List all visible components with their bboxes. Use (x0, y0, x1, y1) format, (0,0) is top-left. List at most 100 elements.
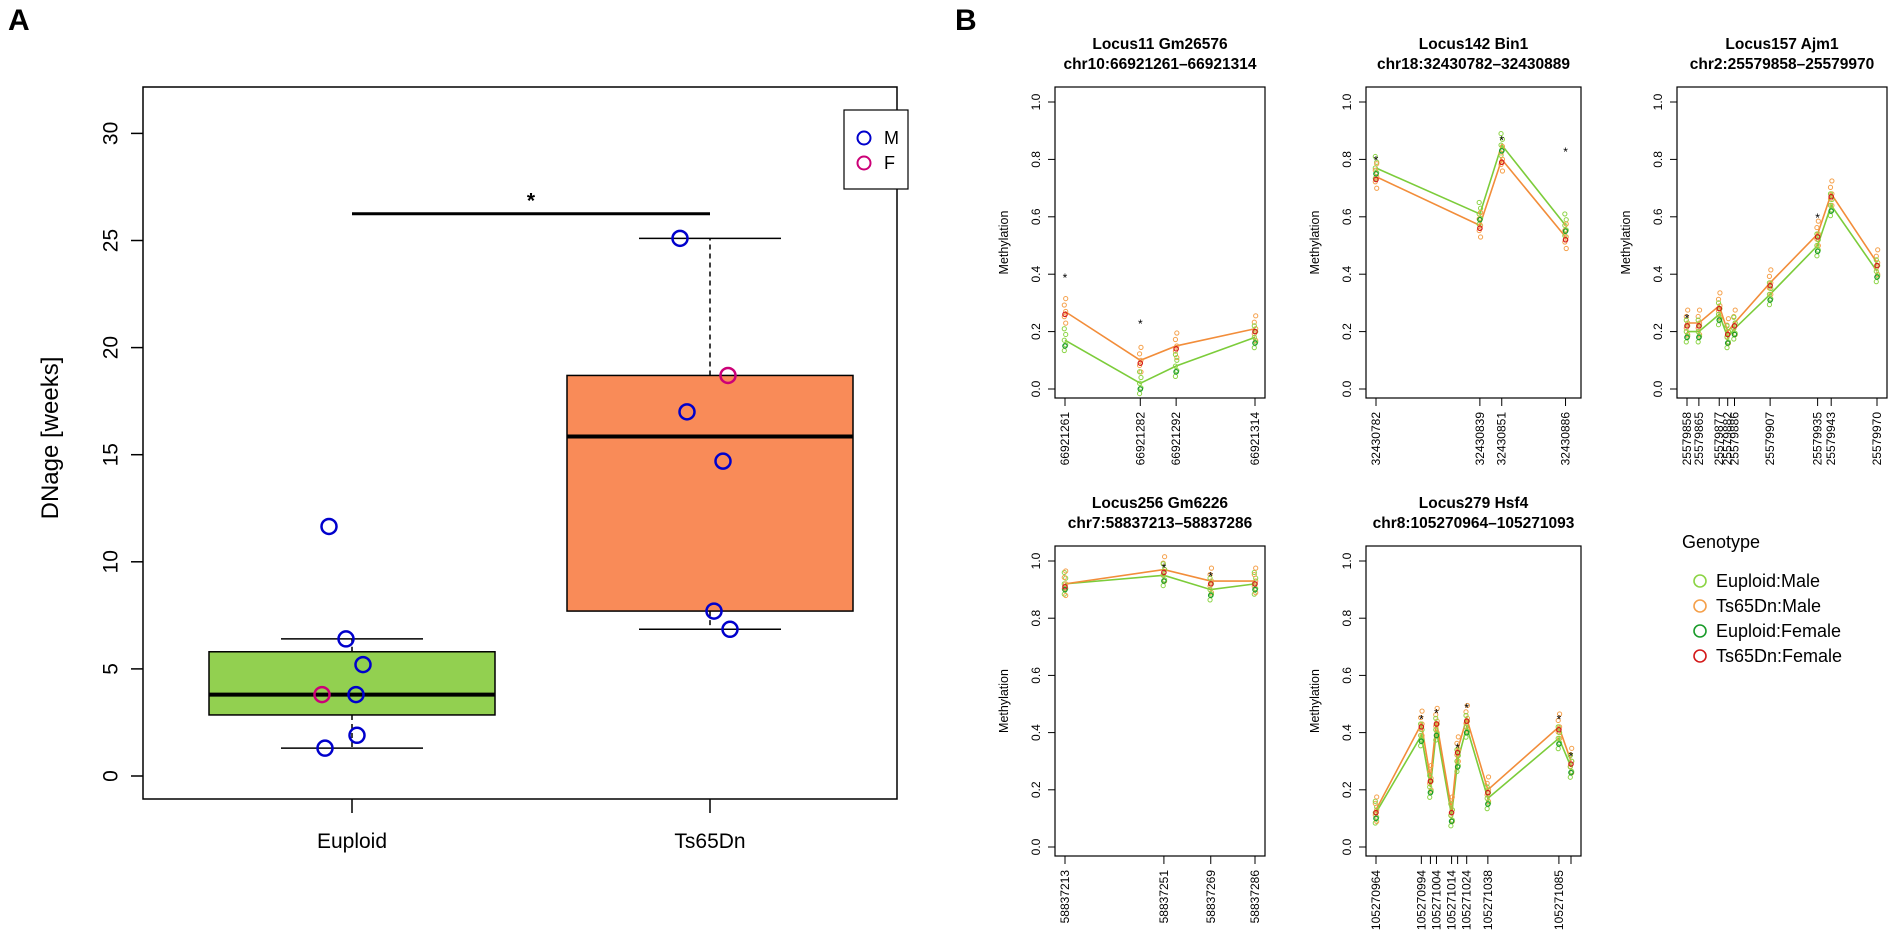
series-line-ts65dn (1375, 157, 1567, 238)
sample-point (1485, 774, 1492, 780)
sample-point (1433, 727, 1439, 733)
sample-point (1454, 758, 1460, 764)
sample-point (1827, 184, 1834, 190)
sample-point (1061, 337, 1067, 343)
methylation-plot-3: Locus157 Ajm1 chr2:25579858–25579970 0.0 0.… (1619, 36, 1888, 466)
x-tick-label: Ts65Dn (674, 830, 745, 853)
sample-point (1418, 721, 1424, 727)
sample-point (1208, 578, 1215, 584)
y-tick-label: 0.0 (1029, 380, 1043, 397)
sample-point (1873, 279, 1879, 285)
x-tick-label: 58837251 (1157, 870, 1171, 924)
y-tick-label: 0.8 (1651, 151, 1665, 168)
legend-entry: Ts65Dn:Female (1716, 646, 1842, 666)
sample-point (1434, 730, 1440, 736)
y-tick-label: 30 (100, 122, 123, 145)
sample-point (1557, 730, 1563, 736)
sample-point (1138, 357, 1144, 363)
sample-point (1063, 581, 1069, 587)
sample-point (1061, 326, 1067, 332)
sample-point (1433, 712, 1439, 718)
sample-point (1174, 354, 1180, 361)
y-tick-label: 0.4 (1340, 724, 1354, 741)
sample-point (1485, 801, 1491, 807)
sample-point (1427, 769, 1433, 775)
sample-point (1172, 373, 1179, 379)
data-point (671, 229, 689, 248)
plot-frame (1676, 86, 1888, 399)
sample-point (1828, 208, 1834, 214)
sample-point (1252, 581, 1258, 587)
sample-point (1569, 745, 1575, 751)
sample-point (1684, 323, 1690, 329)
sample-point (1562, 222, 1568, 229)
sample-point (1724, 340, 1731, 346)
sample-point (1767, 297, 1773, 303)
sample-point (1732, 307, 1738, 313)
sample-point (1252, 586, 1258, 593)
legend-marker (1693, 624, 1707, 638)
sample-point (1427, 772, 1433, 779)
sample-point (1463, 709, 1469, 715)
panel-b-methylation-plots: Locus11 Gm26576 chr10:66921261–66921314 0.… (997, 36, 1888, 930)
sample-point (1815, 218, 1821, 224)
x-tick-label: 66921292 (1169, 412, 1183, 466)
x-tick-label: 25579877 (1712, 412, 1726, 466)
plot-frame (1054, 545, 1266, 857)
x-tick-label: 25579907 (1763, 412, 1777, 466)
sample-point (1725, 316, 1732, 322)
series-line-ts65dn (1064, 568, 1255, 585)
sample-point (1874, 274, 1880, 280)
sample-point (1768, 285, 1774, 292)
sample-point (1827, 213, 1834, 219)
sample-point (1477, 209, 1484, 216)
sample-point (1208, 565, 1215, 571)
genotype-legend: Genotype Euploid:Male Ts65Dn:Male Euploid:F… (1682, 532, 1842, 666)
sample-point (1814, 242, 1820, 249)
sample-point (1207, 592, 1214, 599)
x-tick-label: 58837213 (1058, 870, 1072, 924)
sample-point (1683, 313, 1689, 320)
sample-point (1731, 314, 1737, 320)
sample-point (1172, 351, 1179, 358)
sample-point (1464, 702, 1470, 709)
sample-point (1563, 221, 1569, 227)
sample-point (1173, 368, 1179, 375)
sample-point (1428, 787, 1434, 793)
plot-frame (1365, 545, 1582, 857)
sample-point (1251, 334, 1257, 340)
sample-point (1484, 806, 1490, 812)
x-tick-label: 25579970 (1870, 412, 1884, 466)
sample-point (1433, 715, 1439, 721)
sample-point (1476, 216, 1482, 222)
sample-point (1251, 319, 1257, 325)
sample-point (1873, 268, 1879, 274)
sample-point (1562, 227, 1568, 234)
sample-point (1555, 735, 1561, 741)
sample-point (1253, 313, 1259, 319)
sample-point (1427, 778, 1434, 785)
sample-point (1567, 752, 1573, 759)
sample-point (1484, 795, 1490, 801)
x-tick-label: 25579882 (1721, 412, 1735, 466)
sample-point (1419, 708, 1425, 714)
plot-title: Locus11 Gm26576 (1092, 36, 1228, 53)
sample-point (1875, 260, 1881, 266)
sample-point (1455, 734, 1461, 740)
sample-point (1766, 302, 1773, 308)
sample-point (1434, 718, 1440, 724)
plot-frame (142, 86, 898, 800)
series-line-ts65dn (1687, 192, 1878, 334)
sample-point (1499, 168, 1506, 174)
sample-point (1433, 721, 1440, 727)
sample-point (1464, 715, 1470, 721)
plot-title: Locus157 Ajm1 (1725, 36, 1839, 53)
sample-point (1418, 743, 1424, 749)
data-point (719, 366, 737, 385)
sample-point (1063, 331, 1069, 338)
y-tick-label: 0.6 (1340, 667, 1354, 684)
sample-point (1427, 784, 1433, 790)
sample-point (1828, 193, 1834, 200)
sample-point (1251, 345, 1257, 351)
sample-point (1814, 234, 1821, 240)
